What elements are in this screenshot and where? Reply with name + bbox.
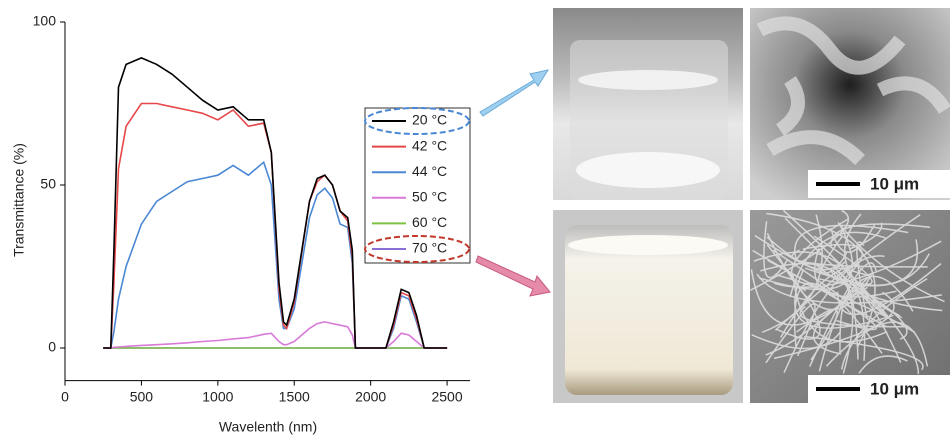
photo-turbid [553,210,743,403]
figure: 05010005001000150020002500 Wavelenth (nm… [0,0,950,444]
legend-label: 42 °C [412,137,447,153]
y-tick-label: 50 [40,176,56,192]
x-axis-label: Wavelenth (nm) [219,419,317,435]
arrow [476,256,550,296]
scale-label: 10 μm [870,174,919,193]
photo-sem-fibrous: 10 μm [750,210,950,403]
x-tick-label: 1000 [202,388,233,404]
photo-clear [553,8,743,200]
legend-label: 44 °C [412,163,447,179]
legend-label: 50 °C [412,189,447,205]
legend-label: 60 °C [412,214,447,230]
x-tick-label: 0 [61,388,69,404]
arrow [480,70,548,116]
photo-sem-porous: 10 μm [750,8,950,200]
y-tick-label: 0 [48,339,56,355]
y-axis-label: Transmittance (%) [11,143,27,257]
x-tick-label: 2000 [355,388,386,404]
x-tick-label: 1500 [279,388,310,404]
legend-label: 20 °C [412,112,447,128]
scale-label: 10 μm [870,379,919,398]
x-tick-label: 2500 [431,388,462,404]
legend-label: 70 °C [412,240,447,256]
series-line [103,322,447,348]
y-tick-label: 100 [33,13,57,29]
x-tick-label: 500 [130,388,154,404]
